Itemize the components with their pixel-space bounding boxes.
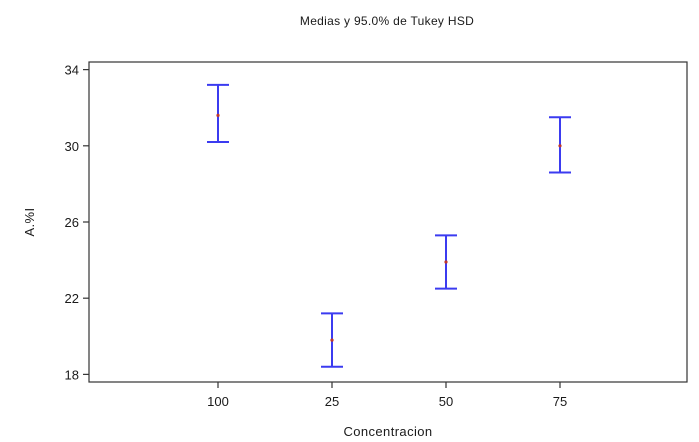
y-axis-label: A.%I (22, 207, 37, 236)
chart-title: Medias y 95.0% de Tukey HSD (300, 14, 474, 28)
y-tick-label: 30 (65, 139, 79, 154)
x-tick-label: 50 (439, 394, 453, 409)
y-tick-label: 34 (65, 63, 79, 78)
mean-point (216, 113, 220, 117)
error-bar-50 (435, 234, 457, 290)
y-tick-label: 18 (65, 367, 79, 382)
x-tick-label: 100 (207, 394, 229, 409)
mean-point (330, 338, 334, 342)
x-tick-label: 75 (553, 394, 567, 409)
y-tick-label: 22 (65, 291, 79, 306)
mean-point (444, 260, 448, 264)
x-tick-label: 25 (325, 394, 339, 409)
y-tick-label: 26 (65, 215, 79, 230)
error-bar-75 (549, 116, 571, 174)
mean-point (558, 144, 562, 148)
error-bar-100 (207, 83, 229, 143)
x-axis-label: Concentracion (343, 424, 432, 439)
y-axis: 18 22 26 30 34 (65, 63, 89, 382)
error-bar-25 (321, 312, 343, 368)
x-axis: 100 25 50 75 (207, 382, 567, 409)
error-bar-series (207, 83, 571, 368)
plot-frame (88, 61, 688, 383)
